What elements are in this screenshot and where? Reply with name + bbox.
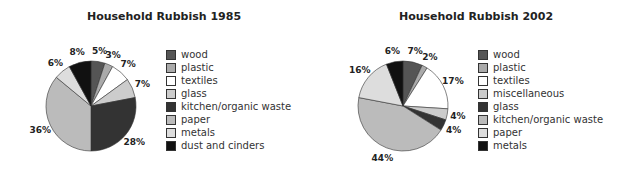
svg-text:5%: 5%: [92, 45, 108, 56]
svg-text:17%: 17%: [442, 76, 464, 86]
svg-text:8%: 8%: [69, 47, 84, 57]
svg-text:4%: 4%: [450, 111, 465, 121]
html-text:metals: metals: [181, 127, 215, 138]
svg-text:2%: 2%: [422, 52, 437, 62]
html-text:dust and cinders: dust and cinders: [181, 140, 265, 151]
html-text:paper: paper: [493, 127, 523, 138]
svg-text:6%: 6%: [48, 58, 63, 68]
html-text:wood: wood: [181, 49, 208, 60]
html-text:kitchen/organic waste: kitchen/organic waste: [493, 114, 604, 125]
svg-text:6%: 6%: [385, 46, 400, 56]
html-text:glass: glass: [181, 88, 207, 99]
html-text:kitchen/organic waste: kitchen/organic waste: [181, 101, 292, 112]
svg-text:44%: 44%: [372, 153, 394, 163]
svg-text:7%: 7%: [408, 46, 423, 56]
html-text:glass: glass: [493, 101, 519, 112]
svg-text:28%: 28%: [123, 137, 145, 147]
html-text:plastic: plastic: [181, 62, 214, 73]
svg-text:36%: 36%: [30, 125, 52, 135]
html-text:paper: paper: [181, 114, 211, 125]
html-text:metals: metals: [493, 140, 527, 151]
html-text:textiles: textiles: [493, 75, 530, 86]
svg-text:7%: 7%: [120, 59, 135, 69]
svg-text:3%: 3%: [106, 50, 121, 60]
svg-text:4%: 4%: [446, 125, 461, 135]
html-text:plastic: plastic: [493, 62, 526, 73]
html-text:Household Rubbish 2002: Household Rubbish 2002: [398, 10, 553, 23]
html-text:miscellaneous: miscellaneous: [493, 88, 565, 99]
html-text:Household Rubbish 1985: Household Rubbish 1985: [86, 10, 241, 23]
html-text:textiles: textiles: [181, 75, 218, 86]
html-text:wood: wood: [493, 49, 520, 60]
svg-text:7%: 7%: [135, 79, 150, 89]
svg-text:16%: 16%: [349, 65, 371, 75]
